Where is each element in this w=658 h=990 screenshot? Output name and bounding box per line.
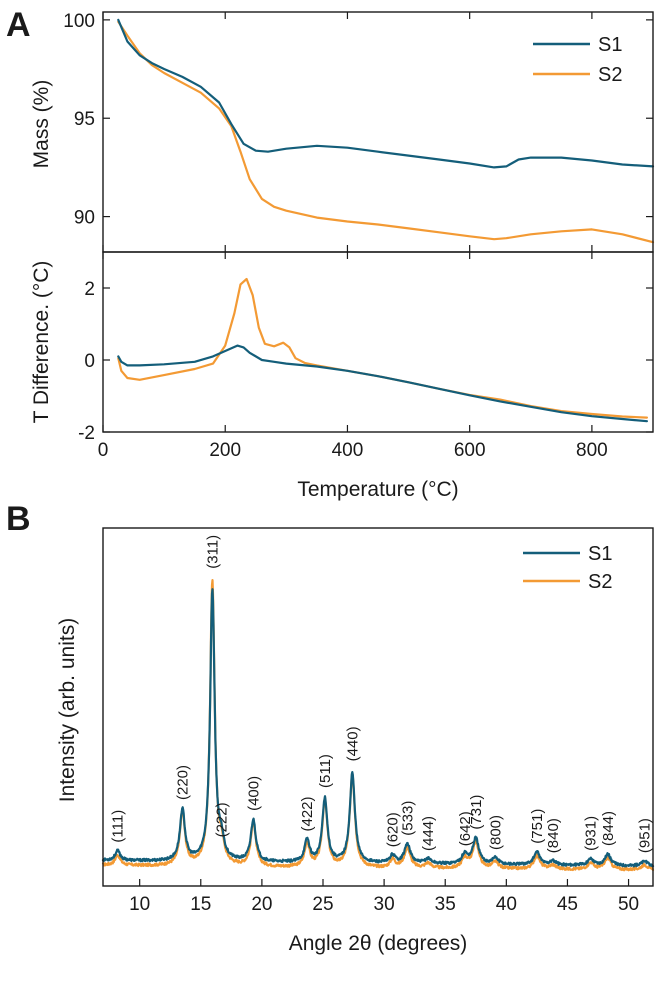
mass-plot-frame <box>102 11 654 253</box>
peak-label: (731) <box>468 795 485 830</box>
y-tick-label: 95 <box>74 109 95 130</box>
peak-label: (111) <box>110 810 127 843</box>
x-tick-label: 35 <box>435 894 456 915</box>
peak-label: (444) <box>420 816 437 851</box>
x-tick-label: 600 <box>454 440 486 461</box>
mass-legend: S1 S2 <box>533 34 622 86</box>
x-tick-label: 25 <box>312 894 333 915</box>
xrd-curves <box>101 579 655 872</box>
legend-label-s2: S2 <box>588 571 612 593</box>
mass-chart: 90 95 100 Mass (%) S1 S2 <box>30 11 655 253</box>
peak-label: (951) <box>636 818 653 853</box>
x-tick-label: 30 <box>374 894 395 915</box>
peak-label: (533) <box>399 801 416 836</box>
x-tick-label: 200 <box>209 440 241 461</box>
series-s1-line <box>117 18 655 169</box>
xrd-chart: (111) (220) (311) (222) (400) (422)(511) (440)… <box>56 527 655 955</box>
series-s2-line <box>117 20 655 244</box>
x-tick-label: 0 <box>98 440 109 461</box>
mass-ylabel: Mass (%) <box>30 80 53 169</box>
x-tick-label: 10 <box>129 894 150 915</box>
y-tick-label: 100 <box>63 11 95 32</box>
y-tick-label: -2 <box>78 423 95 444</box>
mass-curves <box>117 18 655 244</box>
series-s1-line <box>101 588 655 868</box>
peak-label: (931) <box>583 816 600 851</box>
legend-label-s2: S2 <box>598 64 622 86</box>
y-tick-label: 2 <box>84 279 95 300</box>
peak-label: (800) <box>487 815 504 850</box>
peak-label: (440) <box>344 726 361 761</box>
series-s2-line <box>117 277 648 419</box>
series-s2-line <box>101 579 655 872</box>
xrd-xlabel: Angle 2θ (degrees) <box>289 932 468 955</box>
y-tick-label: 0 <box>84 351 95 372</box>
peak-label: (222) <box>214 802 231 837</box>
x-tick-label: 15 <box>190 894 211 915</box>
xrd-peak-annotations: (111) (220) (311) (222) (400) (422)(511) (440)… <box>110 535 654 853</box>
xrd-ylabel: Intensity (arb. units) <box>56 618 79 802</box>
x-tick-label: 40 <box>496 894 517 915</box>
x-tick-label: 50 <box>618 894 639 915</box>
mass-ticks: 90 95 100 <box>63 11 653 252</box>
legend-label-s1: S1 <box>588 543 612 565</box>
y-tick-label: 90 <box>74 208 95 229</box>
x-tick-label: 400 <box>332 440 364 461</box>
series-s1-line <box>117 344 648 423</box>
legend-label-s1: S1 <box>598 34 622 56</box>
peak-label: (422) <box>299 796 316 831</box>
xrd-ticks: 10 15 20 25 30 35 40 45 50 <box>129 879 639 915</box>
peak-label: (844) <box>600 811 617 846</box>
panel-label-b: B <box>6 500 31 538</box>
xrd-plot-frame <box>102 527 654 887</box>
dta-plot-frame <box>102 251 654 433</box>
x-tick-label: 20 <box>251 894 272 915</box>
x-tick-label: 800 <box>576 440 608 461</box>
dta-curves <box>117 277 648 423</box>
dta-ylabel: T Difference. (°C) <box>30 261 53 424</box>
peak-label: (620) <box>385 812 402 847</box>
xrd-legend: S1 S2 <box>523 543 612 593</box>
dta-xlabel: Temperature (°C) <box>297 478 458 501</box>
peak-label: (400) <box>245 776 262 811</box>
peak-label: (751) <box>529 809 546 844</box>
peak-label: (840) <box>545 818 562 853</box>
x-tick-label: 45 <box>557 894 578 915</box>
peak-label: (220) <box>174 765 191 800</box>
peak-label: (511) <box>317 754 334 788</box>
peak-label: (642) <box>457 811 474 846</box>
panel-label-a: A <box>6 6 31 44</box>
peak-label: (311) <box>204 535 221 569</box>
